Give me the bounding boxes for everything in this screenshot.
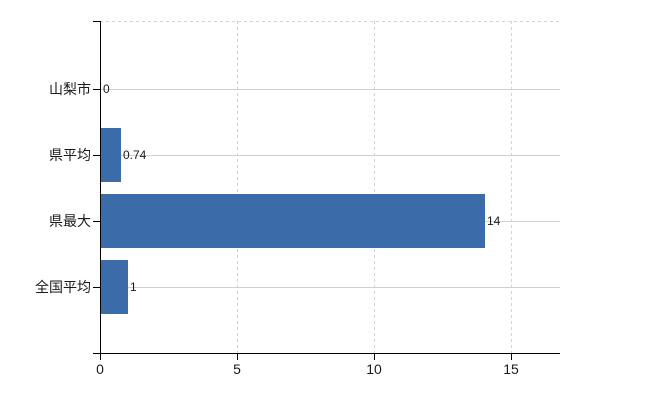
category-label-県平均: 県平均 <box>49 147 91 163</box>
value-label: 1 <box>130 280 137 294</box>
x-tick-label: 10 <box>366 361 382 377</box>
value-label: 0 <box>103 82 110 96</box>
plot-top-border <box>100 21 560 22</box>
y-axis-line <box>100 21 101 353</box>
x-axis-tick <box>374 354 375 360</box>
bar-県平均 <box>101 128 121 182</box>
y-axis-tick <box>93 21 100 22</box>
x-axis-tick <box>237 354 238 360</box>
y-axis-tick <box>93 89 100 90</box>
category-label-山梨市: 山梨市 <box>49 81 91 97</box>
x-axis-line <box>100 353 560 354</box>
vertical-gridline <box>374 21 375 353</box>
bar-全国平均 <box>101 260 128 314</box>
bar-県最大 <box>101 194 485 248</box>
value-label: 14 <box>487 214 501 228</box>
category-label-県最大: 県最大 <box>49 213 91 229</box>
y-axis-tick <box>93 287 100 288</box>
value-label: 0.74 <box>123 148 147 162</box>
vertical-gridline <box>237 21 238 353</box>
x-axis-tick <box>511 354 512 360</box>
y-axis-tick <box>93 353 100 354</box>
x-tick-label: 0 <box>96 361 104 377</box>
horizontal-gridline <box>100 287 560 288</box>
x-axis-tick <box>100 354 101 360</box>
y-axis-tick <box>93 221 100 222</box>
y-axis-tick <box>93 155 100 156</box>
vertical-gridline <box>511 21 512 353</box>
x-tick-label: 15 <box>503 361 519 377</box>
horizontal-gridline <box>100 89 560 90</box>
x-tick-label: 5 <box>233 361 241 377</box>
horizontal-gridline <box>100 155 560 156</box>
category-label-全国平均: 全国平均 <box>35 279 91 295</box>
